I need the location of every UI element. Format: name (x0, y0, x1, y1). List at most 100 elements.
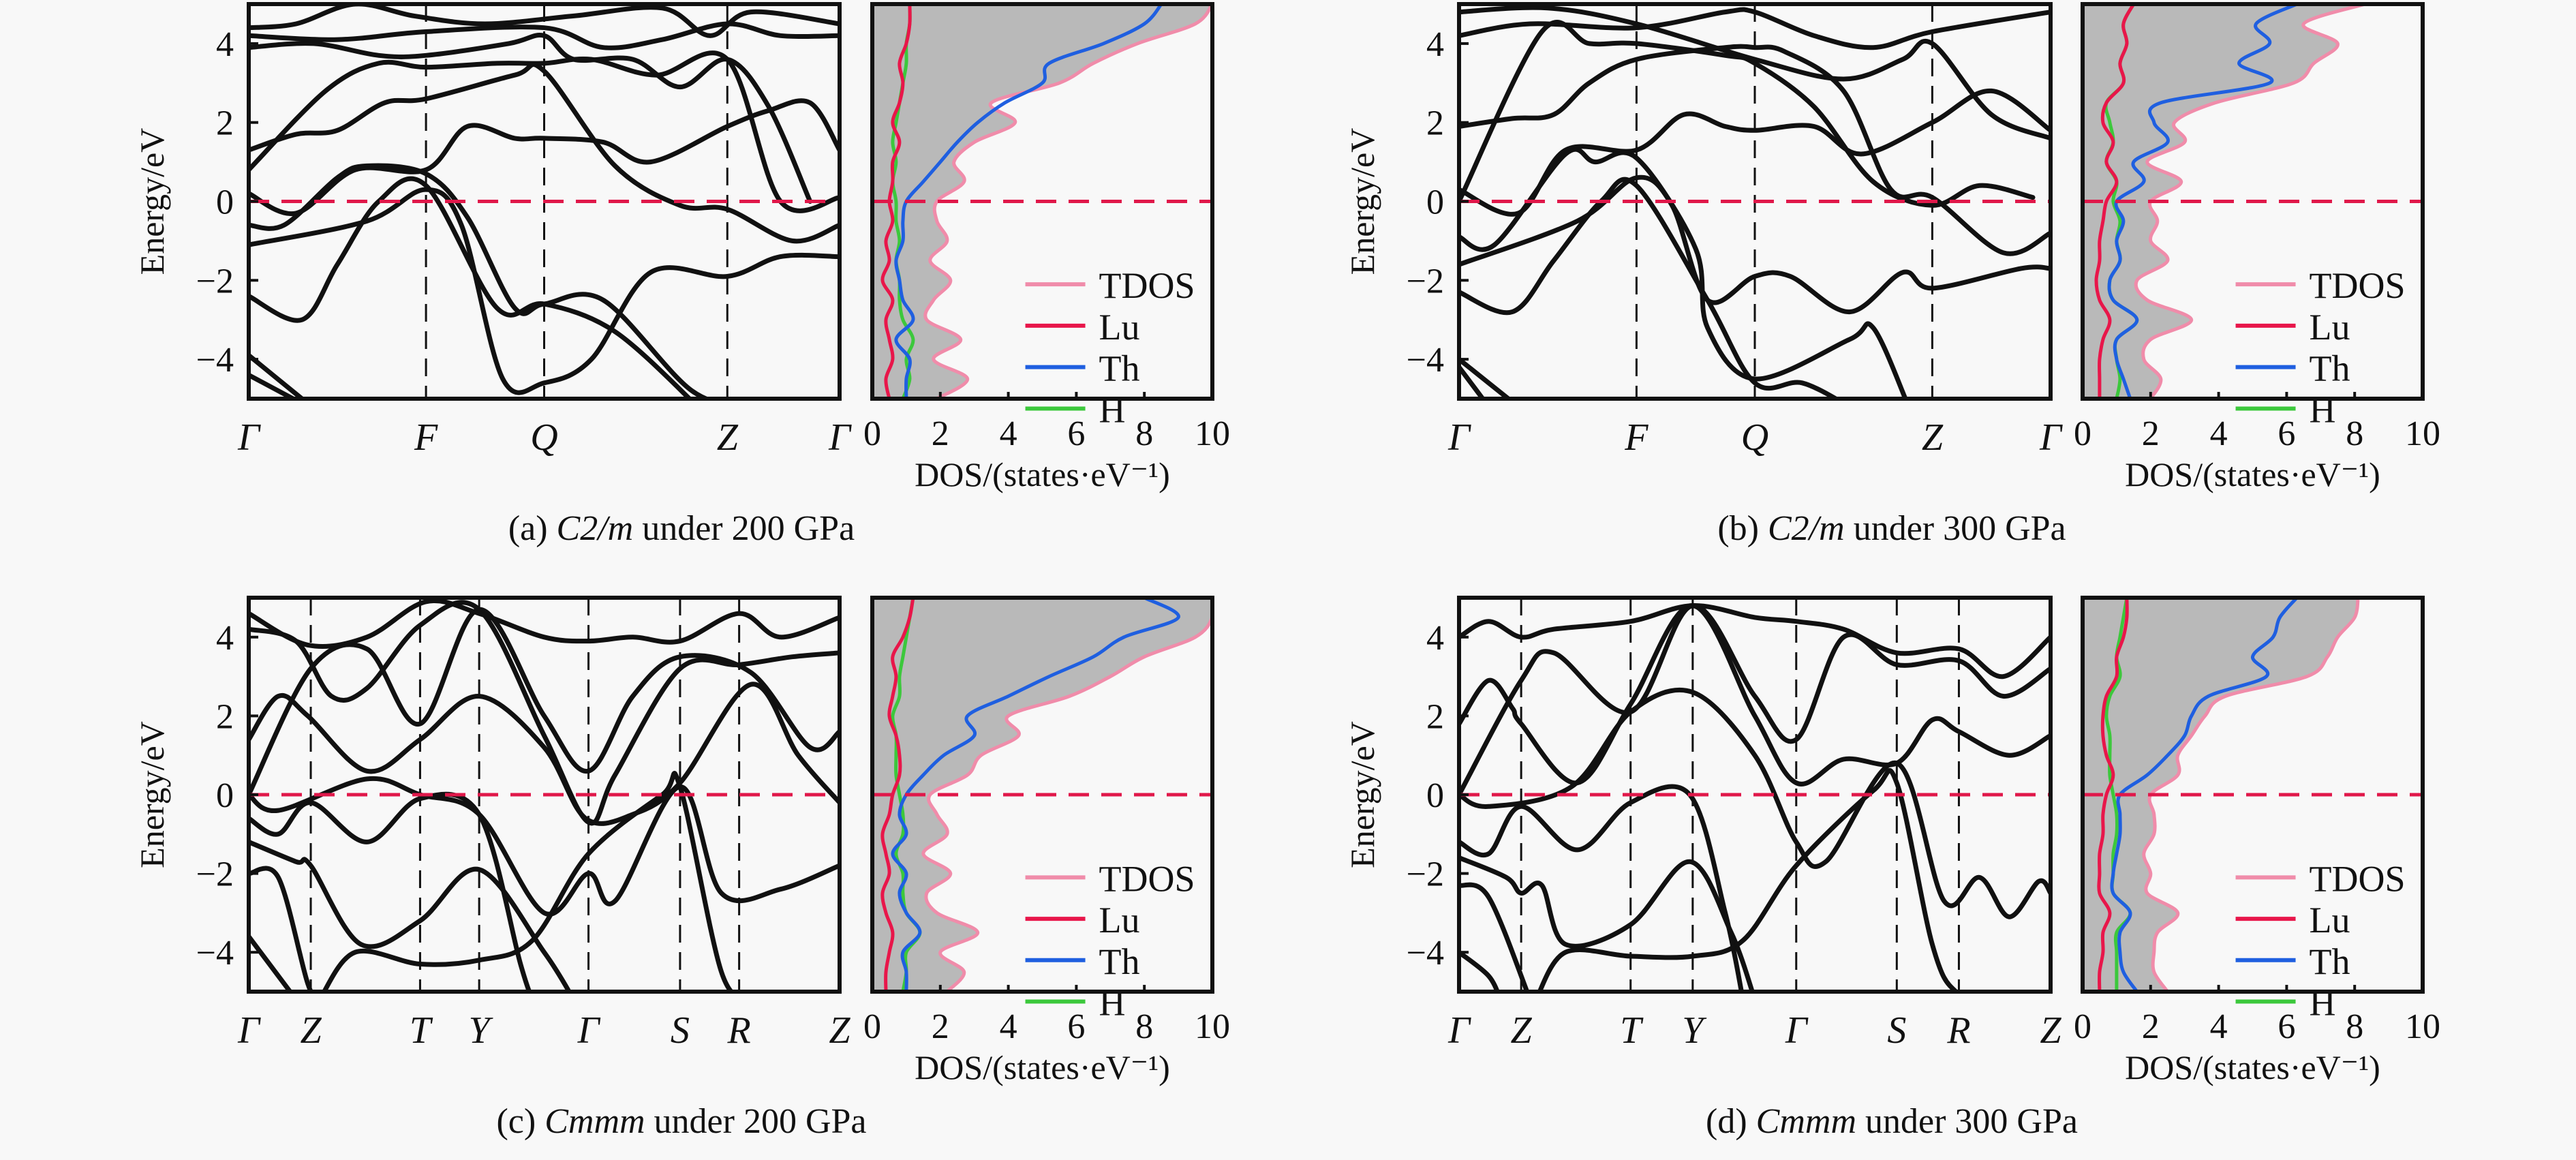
legend-label: H (2310, 389, 2336, 430)
kpoint-label: Γ (237, 1009, 261, 1052)
caption-suffix: under 300 GPa (1856, 1102, 2078, 1141)
caption-phase: Cmmm (545, 1102, 645, 1141)
band-line (249, 176, 693, 399)
band-lines (1459, 5, 2051, 399)
band-line (249, 600, 840, 826)
x-tick-label: 2 (2142, 414, 2160, 453)
band-line (249, 839, 572, 992)
tdos-fill-area (872, 598, 1212, 992)
dos-line-lu (2094, 4, 2136, 399)
band-line (249, 598, 840, 649)
x-tick-label: 6 (1067, 414, 1085, 453)
dos-line-th (2107, 4, 2298, 399)
kpoint-label: Γ (2039, 416, 2063, 459)
x-tick-label: 10 (2405, 414, 2440, 453)
kpoint-label: T (1620, 1009, 1644, 1052)
band-lines (249, 598, 840, 992)
x-tick-label: 0 (863, 414, 881, 453)
tdos-fill-area (2083, 598, 2359, 992)
y-tick-label: 4 (1426, 25, 1444, 64)
band-line (249, 21, 840, 50)
kpoint-label: Z (829, 1009, 850, 1052)
x-tick-label: 2 (2142, 1007, 2160, 1046)
kpoint-label: Γ (828, 416, 852, 459)
y-tick-label: −4 (1407, 934, 1444, 973)
kpoint-label: Y (1682, 1009, 1707, 1052)
band-line (1459, 88, 2051, 217)
y-tick-label: −4 (196, 934, 234, 973)
band-line (249, 791, 532, 992)
dos-line-lu (2097, 598, 2129, 992)
x-tick-label: 6 (2278, 414, 2295, 453)
y-axis-title: Energy/eV (1343, 128, 1381, 275)
x-tick-label: 8 (1135, 414, 1153, 453)
legend-label: Th (2310, 348, 2350, 389)
kpoint-label: Z (2040, 1009, 2061, 1052)
legend-label: Th (1099, 941, 1140, 982)
x-tick-label: 10 (1195, 414, 1230, 453)
legend-label: Lu (1099, 900, 1140, 941)
kpoint-label: Γ (577, 1009, 601, 1052)
dos-plot-frame (870, 596, 1214, 994)
band-line (249, 163, 713, 399)
kpoint-label: Z (717, 416, 739, 459)
band-line (249, 50, 840, 213)
kpoint-label: S (1887, 1009, 1906, 1052)
legend-label: Lu (2310, 307, 2350, 348)
caption-suffix: under 200 GPa (633, 509, 855, 548)
dos-curves (2083, 4, 2365, 399)
y-tick-label: 2 (216, 104, 234, 143)
y-tick-label: 2 (1426, 697, 1444, 736)
panel-caption: (c) Cmmm under 200 GPa (496, 1102, 866, 1141)
x-tick-label: 2 (932, 414, 949, 453)
kpoint-label: Z (1922, 416, 1944, 459)
legend-label: Lu (1099, 307, 1140, 348)
y-axis-title: Energy/eV (133, 721, 171, 868)
band-structure-plot: −4 −2 0 2 4 Energy/eV Γ F Q Z Γ (133, 2, 852, 459)
caption-prefix: (a) (508, 509, 557, 548)
band-line (249, 866, 314, 992)
dos-plot-frame (2081, 2, 2425, 401)
kpoint-label: R (1946, 1009, 1970, 1052)
legend-label: H (2310, 982, 2336, 1023)
legend-label: TDOS (2310, 858, 2406, 899)
x-tick-label: 6 (2278, 1007, 2295, 1046)
band-line (1459, 7, 2051, 50)
panel-caption: (b) C2/m under 300 GPa (1717, 509, 2066, 548)
x-axis-title: DOS/(states·eV⁻¹) (2125, 1048, 2380, 1086)
dos-line-tdos (2134, 4, 2365, 399)
y-tick-label: 4 (1426, 619, 1444, 658)
dos-line-th (891, 598, 1180, 992)
panel-caption: (a) C2/m under 200 GPa (508, 509, 855, 548)
x-tick-label: 8 (2346, 414, 2363, 453)
band-line (1459, 784, 1744, 992)
x-tick-label: 4 (1000, 414, 1017, 453)
y-axis-title: Energy/eV (1343, 721, 1381, 868)
kpoint-label: F (414, 416, 438, 459)
kpoint-label: Y (469, 1009, 494, 1052)
band-line (1459, 177, 1841, 399)
dos-line-tdos (921, 598, 1212, 992)
x-tick-label: 0 (863, 1007, 881, 1046)
kpoint-label: S (671, 1009, 690, 1052)
x-tick-label: 4 (2210, 1007, 2228, 1046)
band-line (249, 4, 840, 38)
x-tick-label: 6 (1067, 1007, 1085, 1046)
caption-prefix: (c) (496, 1102, 545, 1141)
kpoint-label: Z (1511, 1009, 1533, 1052)
kpoint-label: Γ (1785, 1009, 1809, 1052)
x-tick-label: 8 (1135, 1007, 1153, 1046)
band-line (1459, 603, 2051, 797)
legend-label: Th (1099, 348, 1140, 389)
band-line (249, 934, 294, 992)
band-line (1459, 687, 2051, 919)
legend-label: H (1099, 389, 1126, 430)
y-tick-label: 0 (216, 776, 234, 815)
